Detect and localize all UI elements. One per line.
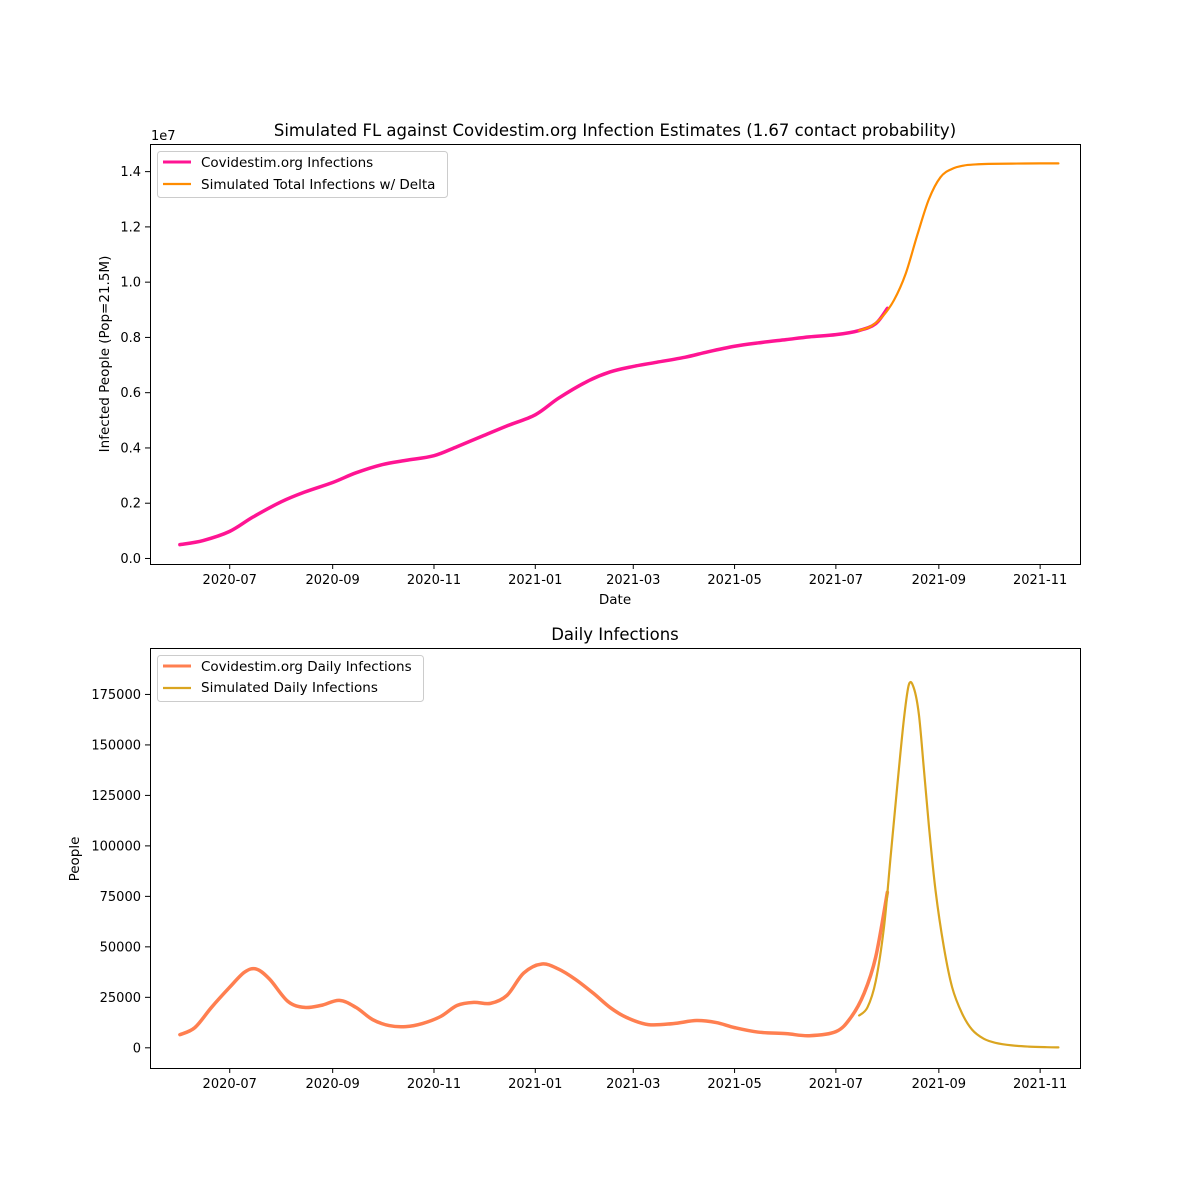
axes-frame — [150, 144, 1081, 565]
x-tick-label: 2021-05 — [707, 1077, 761, 1092]
series-line-covidestim-org-infections — [178, 306, 890, 547]
cumulative-infections-panel: Simulated FL against Covidestim.org Infe… — [97, 121, 1081, 608]
legend-label-simulated-daily-infections: Simulated Daily Infections — [201, 680, 378, 696]
x-tick-label: 2021-11 — [1013, 1077, 1067, 1092]
x-tick-label: 2021-01 — [508, 1077, 562, 1092]
x-tick-label: 2020-11 — [407, 573, 461, 588]
y-tick-label: 175000 — [91, 688, 141, 703]
y-tick-label: 150000 — [91, 738, 141, 753]
legend-label-covidestim-infections: Covidestim.org Infections — [201, 155, 373, 171]
x-axis-label: Date — [599, 592, 631, 608]
y-ticks: 0.0 0.2 0.4 0.6 0.8 1.0 1.2 1.4 — [120, 165, 150, 567]
x-tick-label: 2020-07 — [203, 1077, 257, 1092]
x-tick-label: 2021-05 — [707, 573, 761, 588]
y-tick-label: 25000 — [100, 991, 141, 1006]
y-tick-label: 100000 — [91, 839, 141, 854]
legend-label-covidestim-daily-infections: Covidestim.org Daily Infections — [201, 659, 412, 675]
legend: Covidestim.org Daily Infections Simulate… — [157, 655, 424, 702]
series-line-simulated-total-infections-w-delta — [858, 162, 1060, 332]
panel-title: Simulated FL against Covidestim.org Infe… — [274, 121, 956, 140]
x-tick-label: 2021-07 — [809, 1077, 863, 1092]
x-tick-label: 2020-09 — [306, 573, 360, 588]
plot-series — [178, 680, 1060, 1049]
x-tick-label: 2021-09 — [912, 573, 966, 588]
x-ticks: 2020-07 2020-09 2020-11 2021-01 2021-03 2021-… — [203, 564, 1067, 588]
y-tick-label: 75000 — [100, 890, 141, 905]
daily-infections-panel: Daily Infections People 2020-07 2020-09 20… — [67, 625, 1081, 1092]
y-axis-label: People — [67, 837, 83, 882]
x-tick-label: 2020-07 — [203, 573, 257, 588]
legend-box — [157, 655, 424, 702]
series-line-covidestim-org-daily-infections — [178, 890, 890, 1038]
y-tick-label: 0.6 — [120, 386, 141, 401]
y-ticks: 0 25000 50000 75000 100000 125000 150000 175000 — [91, 688, 150, 1056]
x-ticks: 2020-07 2020-09 2020-11 2021-01 2021-03 2021-… — [203, 1068, 1067, 1092]
x-tick-label: 2021-03 — [606, 573, 660, 588]
x-tick-label: 2021-09 — [912, 1077, 966, 1092]
y-tick-label: 125000 — [91, 789, 141, 804]
legend-label-simulated-total-infections: Simulated Total Infections w/ Delta — [201, 177, 435, 193]
y-tick-label: 0.2 — [120, 497, 141, 512]
x-tick-label: 2020-11 — [407, 1077, 461, 1092]
y-tick-label: 1.0 — [120, 276, 141, 291]
y-tick-label: 1.2 — [120, 220, 141, 235]
axes-frame — [150, 648, 1081, 1069]
y-tick-label: 0 — [133, 1041, 141, 1056]
x-tick-label: 2020-09 — [306, 1077, 360, 1092]
y-tick-label: 1.4 — [120, 165, 141, 180]
y-axis-label: Infected People (Pop=21.5M) — [97, 256, 113, 453]
y-tick-label: 0.8 — [120, 331, 141, 346]
series-line-simulated-daily-infections — [858, 680, 1060, 1049]
y-offset-label: 1e7 — [151, 129, 176, 144]
y-tick-label: 0.0 — [120, 552, 141, 567]
x-tick-label: 2021-01 — [508, 573, 562, 588]
x-tick-label: 2021-07 — [809, 573, 863, 588]
legend: Covidestim.org Infections Simulated Tota… — [157, 151, 448, 198]
y-tick-label: 0.4 — [120, 441, 141, 456]
x-tick-label: 2021-11 — [1013, 573, 1067, 588]
y-tick-label: 50000 — [100, 940, 141, 955]
x-tick-label: 2021-03 — [606, 1077, 660, 1092]
plot-series — [178, 162, 1060, 547]
legend-box — [157, 151, 448, 198]
panel-title: Daily Infections — [551, 625, 679, 644]
